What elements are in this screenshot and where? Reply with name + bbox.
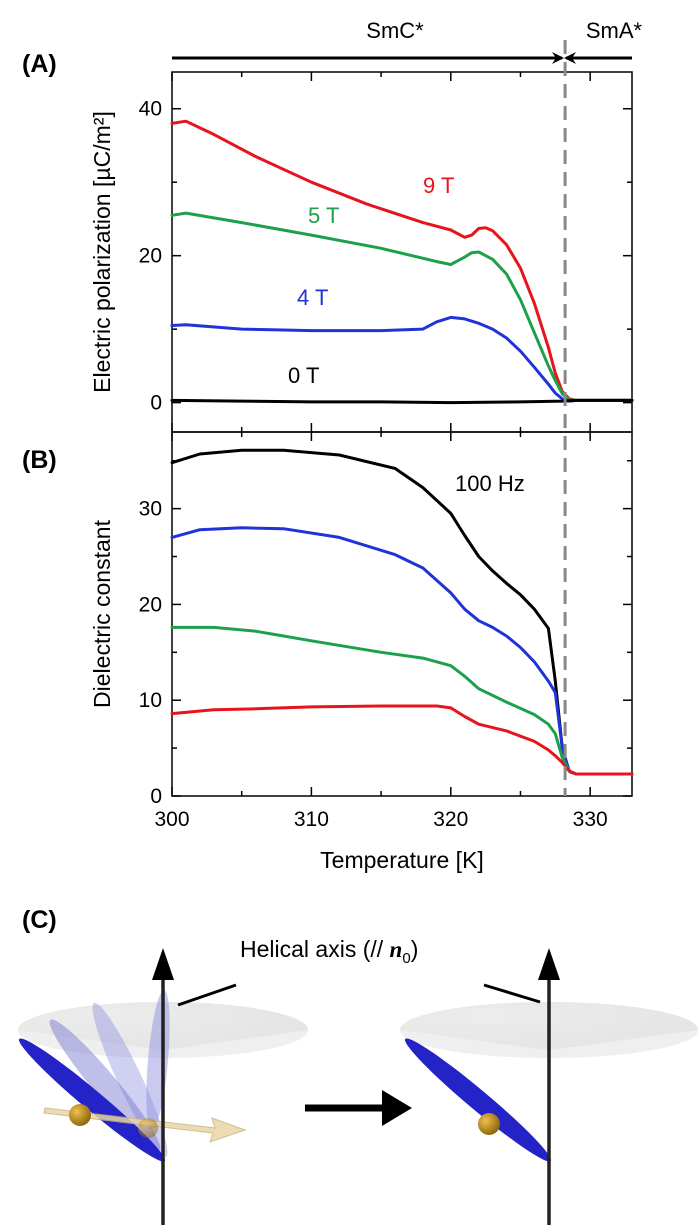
molecule-ellipse-ghost-3 <box>49 1019 161 1151</box>
left-cone-diagram <box>18 948 308 1225</box>
panel-c-letter: (C) <box>22 906 57 934</box>
sma-phase-label: SmA* <box>586 18 643 43</box>
panel-b-y-tick-label: 30 <box>139 498 162 521</box>
panel-b-series-line-2 <box>170 625 634 776</box>
right-molecule-particle <box>478 1113 500 1135</box>
panel-b-x-tick-label: 300 <box>154 808 189 831</box>
molecule-particle <box>69 1104 91 1126</box>
panel-b-x-tick-label: 310 <box>294 808 329 831</box>
panel-a-letter: (A) <box>22 50 57 78</box>
right-cone-diagram <box>400 948 698 1225</box>
helical-axis-subscript: 0 <box>402 950 410 967</box>
panel-b-y-tick-label: 20 <box>139 593 162 616</box>
helical-illustration: Helical axis (// n0) <box>18 936 698 1225</box>
molecule-particle-ghost <box>138 1118 158 1138</box>
panel-a-series-line-5t <box>170 211 634 402</box>
panel-b-letter: (B) <box>22 446 57 474</box>
frequency-annotation: 100 Hz <box>455 471 525 496</box>
panel-b-y-tick-label: 0 <box>150 785 162 808</box>
helical-axis-symbol: n <box>390 937 403 962</box>
panel-b-series-line-1 <box>170 526 634 776</box>
panel-b-frame <box>171 431 633 797</box>
panel-b-y-axis-title: Dielectric constant <box>89 519 115 708</box>
panel-a-y-tick-label: 20 <box>139 245 162 268</box>
panel-a-y-axis-title: Electric polarization [µC/m²] <box>89 111 115 393</box>
series-label-9t: 9 T <box>423 173 454 198</box>
smc-phase-label: SmC* <box>366 18 424 43</box>
series-label-4t: 4 T <box>297 285 328 310</box>
panel-a-y-tick-label: 0 <box>150 392 162 415</box>
panel-b-series-line-0 <box>170 448 634 776</box>
phase-header: SmC* SmA* <box>172 18 643 64</box>
transition-arrow <box>305 1090 412 1126</box>
x-axis-title: Temperature [K] <box>320 847 484 873</box>
right-molecule-ellipse <box>404 1038 552 1162</box>
right-helical-axis-arrowhead <box>538 948 560 980</box>
panel-a-series-line-0t <box>170 398 634 405</box>
series-label-0t: 0 T <box>288 363 319 388</box>
panel-b-x-tick-label: 330 <box>573 808 608 831</box>
panel-b-x-tick-label: 320 <box>433 808 468 831</box>
series-label-5t: 5 T <box>308 203 339 228</box>
helical-axis-label: Helical axis (// n0) <box>240 936 418 967</box>
panel-b-series-line-3 <box>170 704 634 776</box>
molecule-ellipse <box>18 1038 166 1162</box>
panel-a-series-line-9t <box>170 119 634 402</box>
panel-a-series-line-4t <box>170 315 634 403</box>
panel-a-y-tick-label: 40 <box>139 98 162 121</box>
panel-b-y-tick-label: 10 <box>139 689 162 712</box>
left-helical-axis-arrowhead <box>152 948 174 980</box>
right-axis-pointer <box>483 983 541 1004</box>
panel-a-chart: 0 20 40 9 T 5 T 4 T 0 T Electric polarization… <box>89 71 634 433</box>
left-axis-pointer <box>177 983 237 1007</box>
